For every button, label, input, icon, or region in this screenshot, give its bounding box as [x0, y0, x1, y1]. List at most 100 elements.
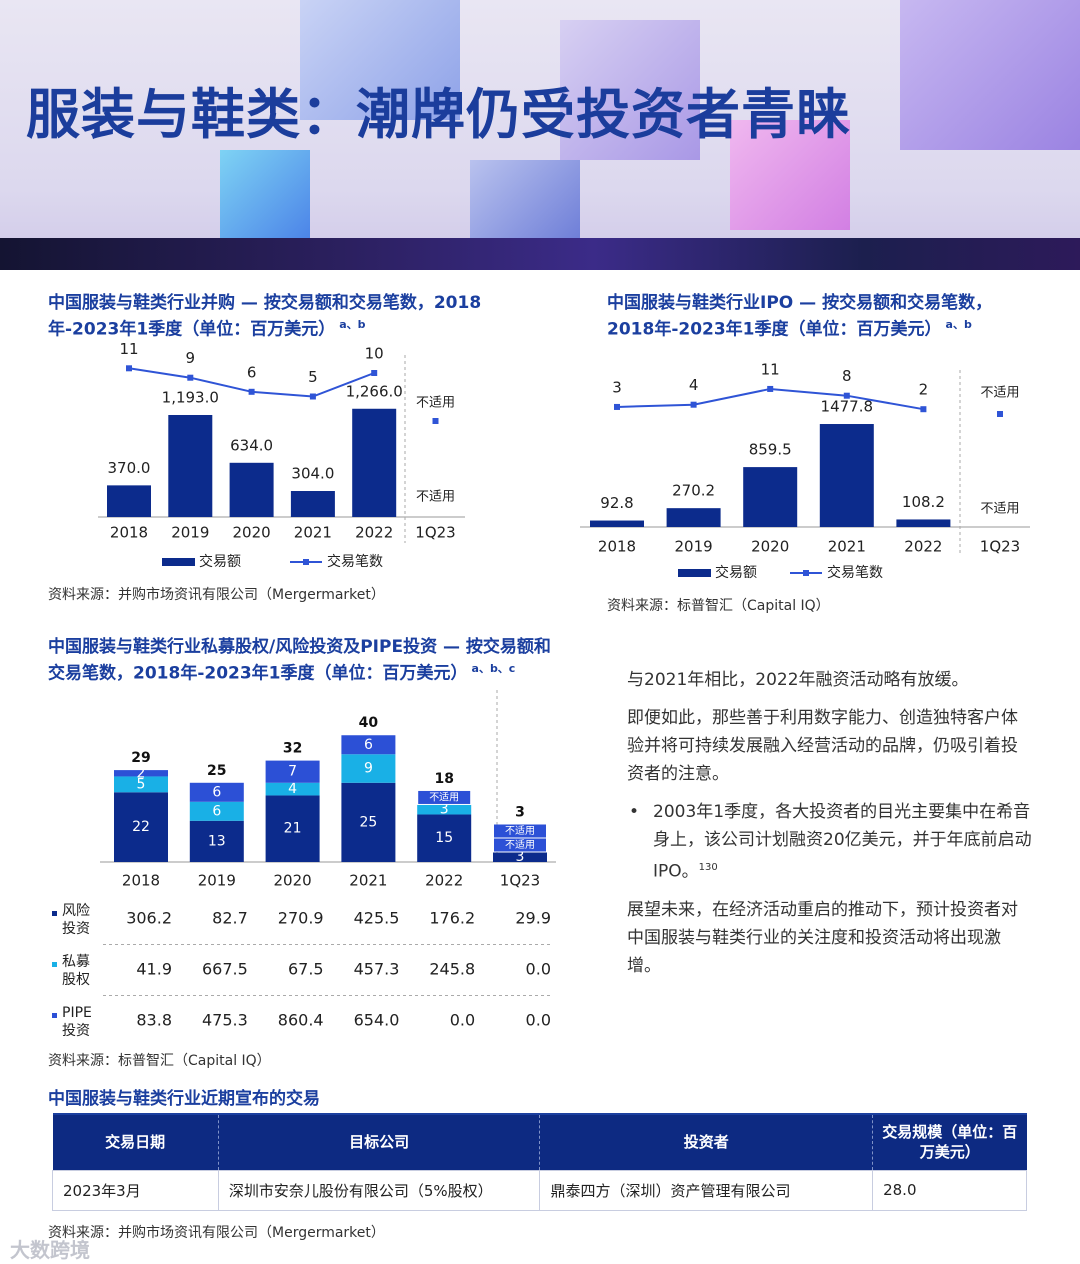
x-tick-label: 2022 — [904, 538, 942, 556]
na-label: 不适用 — [980, 502, 1019, 517]
value-label: 108.2 — [902, 493, 945, 511]
bar-segment — [265, 760, 320, 783]
table-value: 306.2 — [126, 909, 172, 928]
line-marker — [767, 385, 774, 392]
value-label: 92.8 — [600, 494, 633, 512]
bar-segment — [493, 852, 547, 862]
x-tick-label: 2022 — [425, 872, 463, 890]
cube — [730, 120, 850, 230]
value-label: 8 — [842, 367, 852, 385]
cell: 2023年3月 — [52, 1169, 219, 1211]
cube — [470, 160, 580, 238]
column-header: 交易日期 — [52, 1114, 219, 1170]
header-band — [0, 238, 1080, 270]
table-value: 654.0 — [354, 1011, 400, 1030]
x-tick-label: 2018 — [598, 538, 636, 556]
na-marker — [432, 418, 439, 424]
table-value: 475.3 — [202, 1011, 248, 1030]
table-value: 67.5 — [288, 960, 324, 979]
x-tick-label: 2020 — [274, 872, 312, 890]
cube — [900, 0, 1080, 150]
chart-title: 中国服装与鞋类行业IPO — 按交易额和交易笔数，2018年-2023年1季度（… — [607, 293, 993, 340]
value-label: 10 — [365, 345, 384, 363]
source: 资料来源：标普智汇（Capital IQ） — [607, 598, 830, 614]
deals-table: 交易日期 目标公司 投资者 交易规模（单位：百万美元） 2023年3月 深圳市安… — [52, 1113, 1027, 1211]
row: 2023年3月 深圳市安奈儿股份有限公司（5%股权） 鼎泰四方（深圳）资产管理有… — [52, 1169, 1027, 1211]
table-value: 29.9 — [515, 909, 551, 928]
line-marker — [371, 370, 378, 376]
na-marker — [997, 411, 1003, 417]
segment-label: 4 — [288, 781, 297, 797]
note-marks: a、b、c — [471, 662, 516, 675]
bar — [819, 424, 874, 527]
bar-segment — [265, 795, 320, 862]
chart-title: 中国服装与鞋类行业私募股权/风险投资及PIPE投资 — 按交易额和交易笔数，20… — [48, 637, 551, 684]
cell: 深圳市安奈儿股份有限公司（5%股权） — [217, 1169, 541, 1211]
value-label: 5 — [308, 368, 318, 386]
bar-segment — [189, 801, 244, 821]
segment-label: 3 — [440, 802, 449, 818]
na-label: 不适用 — [416, 490, 455, 505]
value-label: 6 — [247, 363, 257, 381]
bar — [290, 491, 335, 517]
table-value: 0.0 — [526, 960, 551, 979]
legend-label: 交易笔数 — [827, 564, 883, 581]
segment-label: 6 — [212, 803, 221, 819]
legend-marker — [303, 559, 309, 565]
total-label: 32 — [283, 741, 302, 757]
x-tick-label: 2019 — [171, 524, 209, 542]
x-tick-label: 2018 — [122, 872, 160, 890]
bar-segment — [114, 770, 168, 777]
table-value: 245.8 — [429, 960, 475, 979]
segment-label: 7 — [288, 764, 297, 780]
header-row: 交易日期 目标公司 投资者 交易规模（单位：百万美元） — [52, 1114, 1027, 1170]
bar-segment — [341, 735, 396, 755]
body-text: 与2021年相比，2022年融资活动略有放缓。 即便如此，那些善于利用数字能力、… — [627, 666, 1032, 990]
x-tick-label: 2021 — [294, 524, 332, 542]
value-label: 1,266.0 — [346, 382, 403, 400]
x-tick-label: 2021 — [349, 872, 387, 890]
cell: 鼎泰四方（深圳）资产管理有限公司 — [539, 1169, 874, 1211]
note-marks: a、b — [339, 318, 366, 331]
row-label: 私募股权 — [62, 954, 90, 988]
line-marker — [843, 392, 850, 399]
segment-label: 9 — [364, 761, 373, 777]
segment-label: 21 — [284, 821, 302, 837]
bar-segment — [114, 776, 168, 793]
total-label: 40 — [359, 715, 379, 731]
bar-segment — [417, 814, 472, 862]
table-bullet — [52, 1013, 57, 1018]
na-label: 不适用 — [416, 396, 455, 411]
chart-title-box: 中国服装与鞋类行业IPO — 按交易额和交易笔数，2018年-2023年1季度（… — [607, 292, 1007, 341]
x-tick-label: 2022 — [355, 524, 393, 542]
bar-segment — [189, 820, 244, 862]
table-value: 41.9 — [136, 960, 172, 979]
page-title: 服装与鞋类：潮牌仍受投资者青睐 — [26, 83, 851, 146]
bar-segment — [341, 782, 396, 862]
bar — [590, 520, 644, 527]
table-value: 667.5 — [202, 960, 248, 979]
total-label: 29 — [131, 750, 150, 766]
na-label: 不适用 — [980, 386, 1019, 401]
x-tick-label: 1Q23 — [980, 538, 1020, 556]
na-label: 不适用 — [505, 825, 535, 837]
watermark: 大数跨境 — [10, 1238, 90, 1262]
bar — [229, 462, 274, 517]
value-label: 270.2 — [672, 482, 715, 500]
cube — [220, 150, 310, 238]
value-label: 1,193.0 — [162, 388, 219, 406]
paragraph: 即便如此，那些善于利用数字能力、创造独特客户体验并将可持续发展融入经营活动的品牌… — [627, 708, 1018, 784]
table-value: 270.9 — [278, 909, 324, 928]
x-tick-label: 2018 — [110, 524, 148, 542]
segment-label: 3 — [516, 849, 525, 865]
table-value: 0.0 — [450, 1011, 475, 1030]
bar — [743, 467, 798, 527]
paragraph: 与2021年相比，2022年融资活动略有放缓。 — [627, 670, 969, 690]
value-label: 370.0 — [108, 459, 151, 477]
segment-label: 2 — [137, 765, 146, 781]
segment-label: 6 — [364, 737, 373, 753]
table-value: 82.7 — [212, 909, 248, 928]
x-tick-label: 2020 — [751, 538, 789, 556]
value-label: 9 — [186, 349, 196, 367]
bar-segment — [341, 754, 396, 783]
